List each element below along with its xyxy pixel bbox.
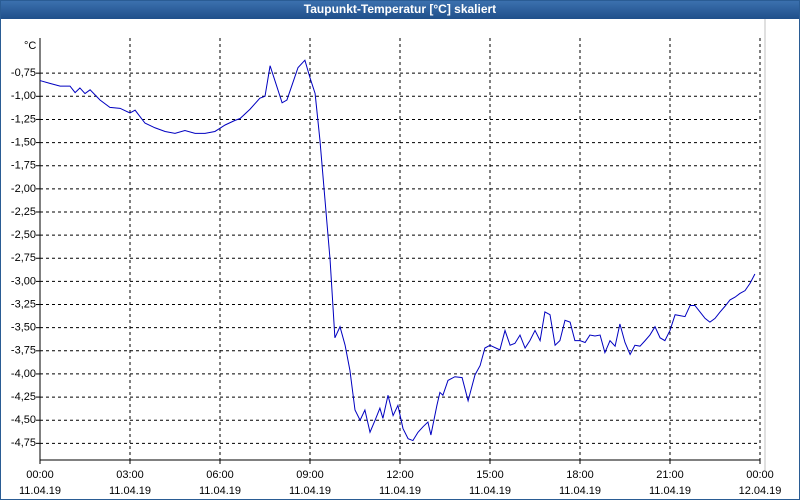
data-line: [39, 59, 756, 442]
y-tick-label: -2,00: [11, 183, 36, 195]
y-tick-label: -0,75: [11, 67, 36, 79]
x-tick-date: 11.04.19: [109, 485, 151, 497]
y-tick-label: -1,25: [11, 113, 36, 125]
x-tick-date: 11.04.19: [559, 485, 601, 497]
y-tick-label: -2,50: [11, 229, 36, 241]
x-tick-date: 11.04.19: [469, 485, 511, 497]
x-tick-label: 00:00: [26, 469, 54, 481]
x-tick-label: 12:00: [386, 469, 414, 481]
y-tick-label: -1,50: [11, 136, 36, 148]
y-tick-label: -3,25: [11, 298, 36, 310]
y-tick-label: -4,00: [11, 368, 36, 380]
y-unit: °C: [24, 40, 36, 52]
x-tick-date: 12.04.19: [739, 485, 782, 497]
x-tick-label: 00:00: [746, 469, 774, 481]
y-tick-label: -4,25: [11, 391, 36, 403]
x-tick-label: 06:00: [206, 469, 234, 481]
x-tick-date: 11.04.19: [649, 485, 691, 497]
y-tick-label: -3,00: [11, 275, 36, 287]
title-bar: [0, 0, 800, 19]
y-tick-label: -2,75: [11, 252, 36, 264]
chart-title: Taupunkt-Temperatur [°C] skaliert: [304, 2, 496, 16]
x-tick-date: 11.04.19: [199, 485, 241, 497]
y-tick-label: -1,00: [11, 90, 36, 102]
y-tick-label: -3,75: [11, 345, 36, 357]
x-tick-label: 21:00: [656, 469, 684, 481]
x-tick-label: 18:00: [566, 469, 594, 481]
x-tick-date: 11.04.19: [379, 485, 421, 497]
x-tick-label: 09:00: [296, 469, 324, 481]
x-tick-date: 11.04.19: [289, 485, 331, 497]
y-tick-label: -4,75: [11, 437, 36, 449]
x-tick-label: 15:00: [476, 469, 504, 481]
y-tick-label: -4,50: [11, 414, 36, 426]
y-tick-label: -3,50: [11, 322, 36, 334]
x-tick-date: 11.04.19: [19, 485, 61, 497]
y-tick-label: -2,25: [11, 206, 36, 218]
y-tick-label: -1,75: [11, 160, 36, 172]
x-tick-label: 03:00: [116, 469, 144, 481]
